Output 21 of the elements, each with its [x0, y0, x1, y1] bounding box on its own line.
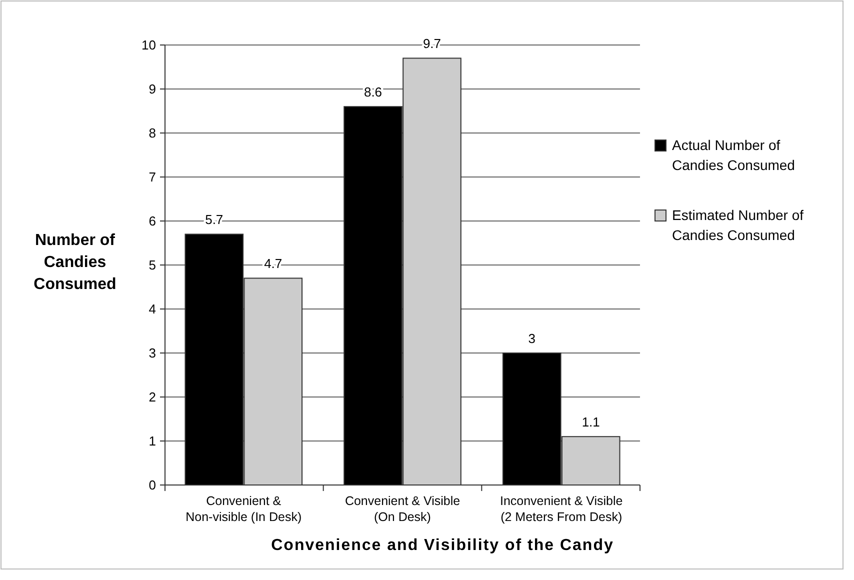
- data-label: 8.6: [364, 84, 382, 100]
- y-tick-label: 4: [148, 302, 156, 317]
- data-label: 1.1: [582, 414, 600, 430]
- y-tick-label: 3: [148, 346, 156, 361]
- legend-label: Actual Number of Candies Consumed: [672, 137, 795, 173]
- legend-label: Estimated Number of Candies Consumed: [672, 207, 804, 243]
- data-label: 3: [528, 331, 536, 346]
- x-tick-label: Inconvenient & Visible (2 Meters From Desk): [500, 494, 623, 524]
- y-tick-label: 0: [148, 478, 156, 493]
- x-axis-title: Convenience and Visibility of the Candy: [271, 537, 614, 554]
- y-tick-label: 6: [148, 214, 156, 229]
- y-axis-title: Number of Candies Consumed: [34, 232, 116, 293]
- y-tick-label: 1: [148, 434, 156, 449]
- y-tick-label: 2: [148, 390, 156, 405]
- x-tick-label: Convenient & Visible (On Desk): [344, 494, 460, 524]
- x-tick-label: Convenient & Non-visible (In Desk): [186, 494, 302, 524]
- y-tick-label: 7: [148, 170, 156, 185]
- y-tick-label: 8: [148, 126, 156, 141]
- y-tick-label: 9: [148, 82, 156, 97]
- y-tick-label: 5: [148, 258, 156, 273]
- y-tick-label: 10: [142, 38, 156, 53]
